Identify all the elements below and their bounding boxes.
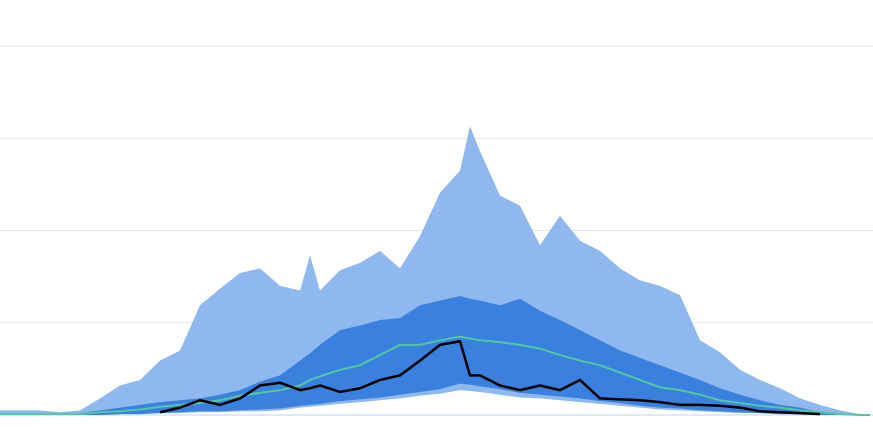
band-area <box>0 126 870 415</box>
series-line <box>159 339 821 416</box>
series-line <box>0 335 870 416</box>
